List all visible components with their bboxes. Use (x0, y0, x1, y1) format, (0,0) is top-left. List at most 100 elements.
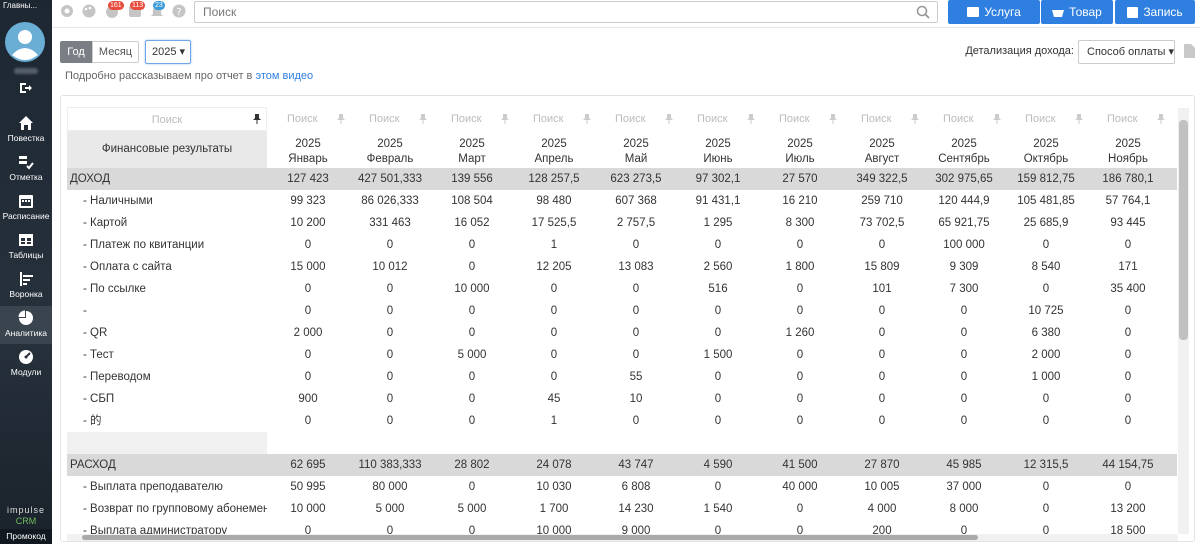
column-search[interactable]: Поиск (287, 113, 318, 125)
theme-icon[interactable] (82, 4, 96, 18)
row-label: - (83, 305, 87, 317)
service-button[interactable]: Услуга (948, 0, 1040, 24)
v-scroll-thumb[interactable] (1179, 120, 1188, 340)
nav-item[interactable]: Аналитика (0, 306, 52, 344)
value-cell: 0 (796, 305, 804, 317)
promo-button[interactable]: Промокод (0, 529, 52, 544)
column-search[interactable]: Поиск (1107, 113, 1138, 125)
value-cell: 0 (468, 327, 476, 339)
column-search[interactable]: Поиск (861, 113, 892, 125)
column-year: 2025 (787, 138, 813, 150)
column-search[interactable]: Поиск (697, 113, 728, 125)
pin-icon[interactable] (1075, 114, 1083, 124)
value-cell: 65 921,75 (938, 217, 990, 229)
detail-row: - Переводом 0 0 0 0 55 0 0 0 0 1 000 0 (67, 366, 1177, 388)
value-cell: 302 975,65 (935, 173, 993, 185)
value-cell: 13 200 (1110, 503, 1146, 515)
period-year[interactable]: Год (60, 41, 92, 63)
pin-icon[interactable] (665, 114, 673, 124)
value-cell: 0 (878, 305, 886, 317)
value-cell: 0 (796, 503, 804, 515)
video-link[interactable]: этом видео (255, 70, 314, 82)
value-cell: 0 (386, 525, 394, 535)
value-cell: 0 (714, 327, 722, 339)
booking-button[interactable]: Запись (1115, 0, 1195, 24)
value-cell: 0 (304, 239, 312, 251)
badge: 161 (108, 1, 124, 10)
nav-item[interactable]: Таблицы (0, 228, 52, 266)
value-cell: 0 (468, 481, 476, 493)
nav-item[interactable]: Отметка (0, 150, 52, 188)
value-cell: 0 (304, 283, 312, 295)
column-search[interactable]: Поиск (369, 113, 400, 125)
value-cell: 0 (796, 371, 804, 383)
value-cell: 2 000 (1031, 349, 1061, 361)
column-search[interactable]: Поиск (943, 113, 974, 125)
value-cell: 623 273,5 (610, 173, 662, 185)
product-button[interactable]: Товар (1041, 0, 1113, 24)
column-month: Апрель (534, 153, 574, 165)
pin-icon[interactable] (583, 114, 591, 124)
svg-text:?: ? (176, 7, 181, 18)
search-input[interactable]: Поиск (194, 1, 938, 23)
value-cell: 6 380 (1031, 327, 1061, 339)
column-search[interactable]: Поиск (533, 113, 564, 125)
pin-icon[interactable] (911, 114, 919, 124)
pin-icon[interactable] (501, 114, 509, 124)
value-cell: 41 500 (782, 459, 818, 471)
value-cell: 0 (550, 305, 558, 317)
nav-item[interactable]: Расписание (0, 189, 52, 227)
detail-select[interactable]: Способ оплаты ▾ (1078, 40, 1175, 64)
value-cell: 9 000 (621, 525, 651, 535)
value-cell: 0 (386, 415, 394, 427)
column-search[interactable]: Поиск (1025, 113, 1056, 125)
value-cell: 0 (386, 283, 394, 295)
pin-icon[interactable] (337, 114, 345, 124)
detail-row: - 0 0 0 0 0 0 0 0 0 10 725 0 (67, 300, 1177, 322)
nav-item[interactable]: Модули (0, 345, 52, 383)
year-select[interactable]: 2025 ▾ (145, 40, 191, 64)
search-icon[interactable] (916, 5, 930, 19)
value-cell: 4 590 (703, 459, 733, 471)
column-search[interactable]: Поиск (451, 113, 482, 125)
account-title[interactable]: Главны... (3, 1, 38, 10)
settings-icon[interactable] (60, 4, 74, 18)
column-search[interactable]: Поиск (615, 113, 646, 125)
nav-label: Повестка (7, 133, 45, 143)
value-cell: 27 870 (864, 459, 900, 471)
row-label: - Выплата преподавателю (83, 481, 223, 493)
value-cell: 16 052 (454, 217, 490, 229)
sidebar: Главны... Повестка Отметка Расписание Табли… (0, 0, 52, 544)
row-label: - Платеж по квитанции (83, 239, 205, 251)
avatar[interactable] (4, 21, 46, 63)
value-cell: 10 030 (536, 481, 572, 493)
badge: 23 (153, 1, 165, 10)
pin-icon[interactable] (993, 114, 1001, 124)
value-cell: 0 (386, 327, 394, 339)
column-month: Май (624, 153, 648, 165)
value-cell: 0 (632, 349, 640, 361)
value-cell: 10 000 (536, 525, 572, 535)
pin-icon[interactable] (253, 114, 261, 124)
period-month[interactable]: Месяц (92, 41, 139, 63)
value-cell: 0 (304, 525, 312, 535)
column-search[interactable]: Поиск (779, 113, 810, 125)
value-cell: 0 (550, 349, 558, 361)
pin-icon[interactable] (419, 114, 427, 124)
value-cell: 1 540 (703, 503, 733, 515)
help-icon[interactable]: ? (172, 4, 186, 18)
column-month: Февраль (366, 153, 414, 165)
export-icon[interactable] (1184, 44, 1195, 58)
pin-icon[interactable] (1157, 114, 1165, 124)
nav-item[interactable]: Повестка (0, 111, 52, 149)
logout-icon[interactable] (19, 82, 33, 94)
pin-icon[interactable] (829, 114, 837, 124)
nav-item[interactable]: Воронка (0, 267, 52, 305)
column-search[interactable]: Поиск (67, 107, 267, 131)
value-cell: 8 540 (1031, 261, 1061, 273)
user-name-blurred (14, 68, 38, 74)
pin-icon[interactable] (747, 114, 755, 124)
value-cell: 44 154,75 (1102, 459, 1154, 471)
h-scroll-thumb[interactable] (82, 535, 978, 540)
